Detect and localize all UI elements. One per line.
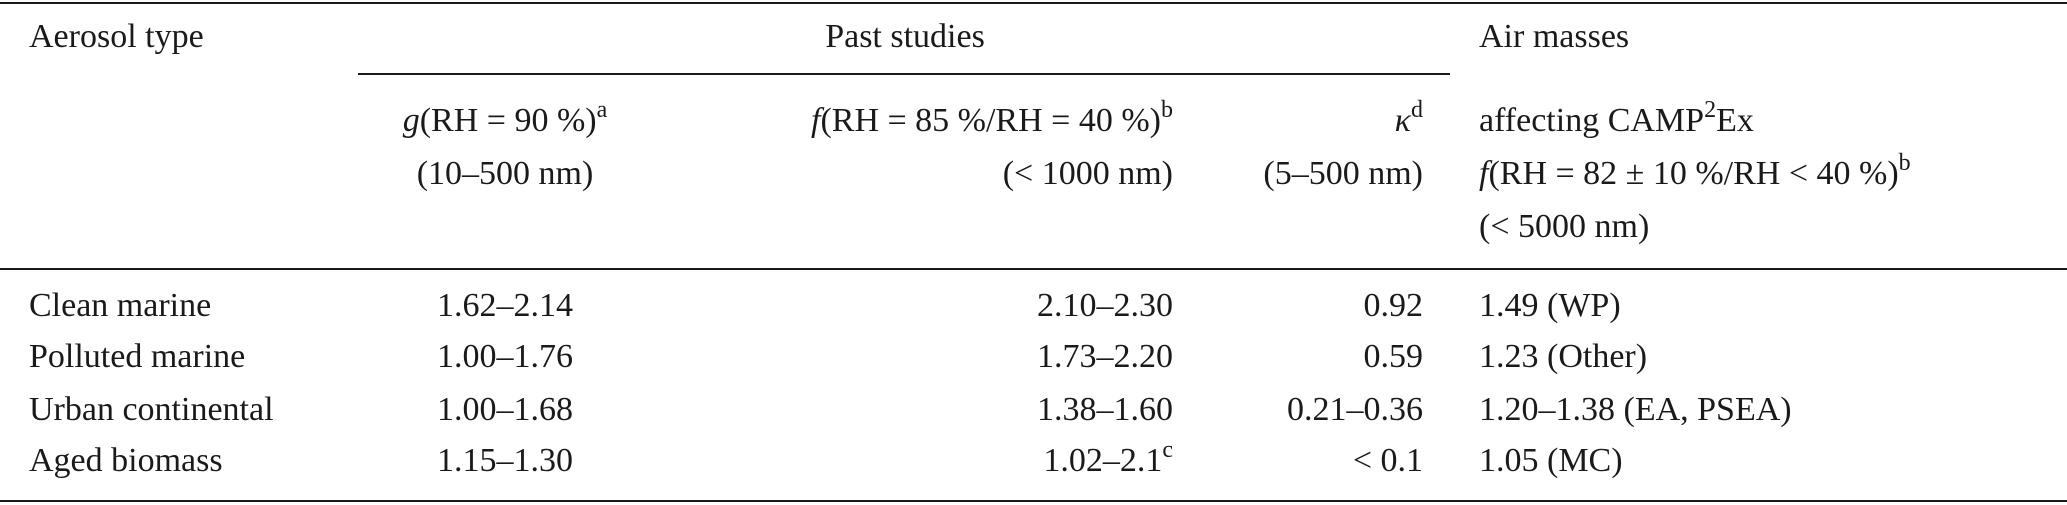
table-cell: 1.20–1.38 (EA, PSEA) xyxy=(1479,391,1792,428)
header-rule xyxy=(0,268,2067,270)
top-rule xyxy=(0,2,2067,4)
header-cell: Past studies xyxy=(825,18,985,55)
symbol: f xyxy=(1479,155,1489,192)
header-line: (5–500 nm) xyxy=(1263,155,1423,192)
table-cell: 2.10–2.30 xyxy=(1037,287,1173,324)
header-line: f(RH = 85 %/RH = 40 %)b xyxy=(810,97,1173,143)
table-cell: 1.15–1.30 xyxy=(437,442,573,479)
table-cell: 1.00–1.76 xyxy=(437,338,573,375)
bottom-rule xyxy=(0,500,2067,502)
condition: (RH = 85 %/RH = 40 %) xyxy=(820,102,1161,139)
group-rule xyxy=(358,73,1450,75)
header-line: affecting CAMP2Ex xyxy=(1479,97,1754,143)
header-line: f(RH = 82 ± 10 %/RH < 40 %)b xyxy=(1479,150,1911,196)
header-cell: Aerosol type xyxy=(29,18,204,55)
symbol: f xyxy=(810,102,821,139)
text: Ex xyxy=(1716,102,1754,139)
table-cell: 0.59 xyxy=(1363,338,1424,375)
table-cell: Clean marine xyxy=(29,287,212,324)
table-cell: 0.21–0.36 xyxy=(1287,391,1423,428)
note: b xyxy=(1161,97,1173,123)
table-cell: 1.02–2.1c xyxy=(1043,437,1173,483)
table-cell: 1.73–2.20 xyxy=(1037,338,1173,375)
note: d xyxy=(1411,97,1423,123)
condition: (RH = 90 %) xyxy=(419,102,597,139)
cell-text: 1.02–2.1 xyxy=(1043,442,1163,479)
table-cell: < 0.1 xyxy=(1352,442,1423,479)
table-cell: 1.62–2.14 xyxy=(437,287,573,324)
header-line: κd xyxy=(1394,97,1423,143)
note: c xyxy=(1162,437,1173,463)
text: affecting CAMP xyxy=(1479,102,1705,139)
header-line: (10–500 nm) xyxy=(416,155,594,192)
symbol: g xyxy=(402,102,420,139)
condition: (RH = 82 ± 10 %/RH < 40 %) xyxy=(1488,155,1899,192)
symbol: κ xyxy=(1394,102,1411,139)
table-cell: 1.38–1.60 xyxy=(1037,391,1173,428)
table-cell: Polluted marine xyxy=(29,338,246,375)
table-cell: Aged biomass xyxy=(29,442,223,479)
table-cell: 1.05 (MC) xyxy=(1479,442,1623,479)
note: a xyxy=(596,97,608,123)
superscript: 2 xyxy=(1704,97,1717,123)
note: b xyxy=(1898,150,1911,176)
table-cell: Urban continental xyxy=(29,391,274,428)
table-cell: 0.92 xyxy=(1363,287,1424,324)
table-cell: 1.00–1.68 xyxy=(437,391,573,428)
header-line: (< 5000 nm) xyxy=(1479,208,1650,245)
header-line: (< 1000 nm) xyxy=(1002,155,1173,192)
header-cell: Air masses xyxy=(1479,18,1630,55)
table-cell: 1.23 (Other) xyxy=(1479,338,1648,375)
header-line: g(RH = 90 %)a xyxy=(402,97,608,143)
table-cell: 1.49 (WP) xyxy=(1479,287,1621,324)
